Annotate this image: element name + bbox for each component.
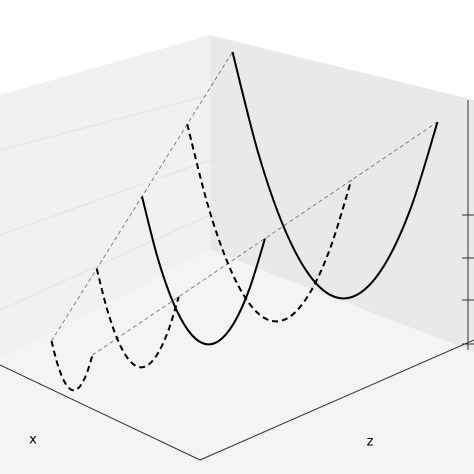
floor-pane <box>0 250 474 474</box>
curve <box>50 340 94 392</box>
plot-area <box>50 51 439 392</box>
x-axis-label: x <box>29 433 37 448</box>
curve <box>231 51 439 300</box>
y-ticks <box>462 214 474 345</box>
curve <box>186 124 353 323</box>
curve <box>141 196 266 346</box>
curve <box>95 268 180 369</box>
pane-grid <box>0 94 474 311</box>
z-axis-label: z <box>367 435 374 450</box>
x-axis-line <box>0 364 201 461</box>
guide-line <box>92 121 438 356</box>
z-axis-line <box>199 339 474 461</box>
